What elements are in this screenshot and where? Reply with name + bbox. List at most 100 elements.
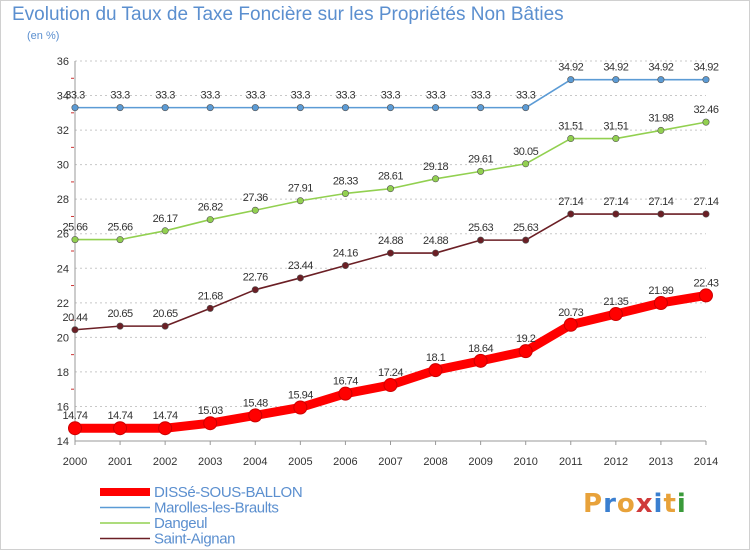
data-point xyxy=(296,197,304,205)
data-label: 31.51 xyxy=(558,121,583,133)
data-label: 15.48 xyxy=(243,397,268,409)
data-label: 33.3 xyxy=(426,90,446,102)
data-label: 31.51 xyxy=(603,121,628,133)
data-labels: 14.74 14.74 14.74 15.03 15.48 15.94 16.74 17.24… xyxy=(62,62,719,423)
x-tick-label: 2000 xyxy=(63,456,87,468)
data-label: 27.14 xyxy=(648,196,673,208)
data-point xyxy=(206,304,214,312)
data-label: 33.3 xyxy=(336,90,356,102)
y-tick-label: 26 xyxy=(57,229,69,241)
axes xyxy=(71,61,707,445)
y-tick-label: 32 xyxy=(57,125,69,137)
data-label: 14.74 xyxy=(62,410,87,422)
data-label: 20.73 xyxy=(558,307,583,319)
data-label: 21.99 xyxy=(648,285,673,297)
logo-letter: r xyxy=(603,489,617,519)
data-point xyxy=(477,167,485,175)
y-tick-label: 34 xyxy=(57,91,69,103)
x-tick-label: 2006 xyxy=(333,456,357,468)
logo-letter: i xyxy=(653,489,664,519)
data-label: 24.88 xyxy=(423,235,448,247)
data-label: 33.3 xyxy=(471,90,491,102)
x-tick-label: 2005 xyxy=(288,456,312,468)
data-label: 20.65 xyxy=(153,308,178,320)
data-point xyxy=(158,421,173,436)
data-label: 16.74 xyxy=(333,376,358,388)
y-tick-label: 28 xyxy=(57,194,69,206)
data-point xyxy=(296,274,304,282)
data-point xyxy=(473,353,488,368)
x-tick-label: 2011 xyxy=(559,456,583,468)
series-group xyxy=(68,76,713,436)
data-label: 33.3 xyxy=(246,90,266,102)
data-label: 29.61 xyxy=(468,153,493,165)
y-tick-label: 22 xyxy=(57,298,69,310)
data-point xyxy=(251,206,259,214)
data-point xyxy=(608,307,623,322)
data-point xyxy=(341,262,349,270)
data-label: 25.63 xyxy=(513,222,538,234)
data-label: 33.3 xyxy=(381,90,401,102)
data-point xyxy=(386,185,394,193)
data-point xyxy=(567,210,575,218)
data-label: 23.44 xyxy=(288,260,313,272)
logo-letter: o xyxy=(616,489,636,519)
chart-subtitle: (en %) xyxy=(27,30,60,42)
data-point xyxy=(113,421,128,436)
data-point xyxy=(71,104,79,112)
y-axis-ticks: 14 16 18 20 22 24 26 28 30 32 34 36 xyxy=(57,56,69,448)
data-point xyxy=(432,249,440,257)
data-label: 14.74 xyxy=(108,410,133,422)
data-point xyxy=(612,76,620,84)
data-point xyxy=(522,160,530,168)
legend-label-1: Marolles-les-Braults xyxy=(154,500,279,517)
data-label: 25.66 xyxy=(108,222,133,234)
x-tick-label: 2012 xyxy=(604,456,628,468)
data-label: 21.68 xyxy=(198,290,223,302)
logo-letter: P xyxy=(583,489,604,519)
data-label: 34.92 xyxy=(603,62,628,74)
data-point xyxy=(68,421,82,436)
x-tick-label: 2010 xyxy=(513,456,537,468)
x-tick-label: 2002 xyxy=(153,456,177,468)
data-label: 20.65 xyxy=(108,308,133,320)
x-tick-label: 2008 xyxy=(423,456,447,468)
data-label: 29.18 xyxy=(423,161,448,173)
data-label: 24.16 xyxy=(333,248,358,260)
data-label: 27.14 xyxy=(603,196,628,208)
data-label: 32.46 xyxy=(693,104,718,116)
y-tick-label: 16 xyxy=(57,401,69,413)
data-point xyxy=(161,322,169,330)
logo-letter: i xyxy=(676,489,687,519)
data-point xyxy=(702,118,710,126)
data-label: 14.74 xyxy=(153,410,178,422)
data-point xyxy=(428,363,443,378)
data-point xyxy=(612,210,620,218)
logo-letter: t xyxy=(663,489,677,519)
data-label: 33.3 xyxy=(291,90,311,102)
y-tick-label: 14 xyxy=(57,436,69,448)
data-label: 17.24 xyxy=(378,367,403,379)
legend: DISSé-SOUS-BALLONMarolles-les-BraultsDan… xyxy=(100,484,303,548)
data-label: 15.03 xyxy=(198,405,223,417)
data-point xyxy=(432,104,440,112)
data-label: 28.61 xyxy=(378,171,403,183)
data-label: 34.92 xyxy=(648,62,673,74)
data-label: 33.3 xyxy=(155,90,175,102)
data-point xyxy=(477,236,485,244)
data-label: 27.91 xyxy=(288,183,313,195)
data-point xyxy=(206,216,214,224)
y-tick-label: 20 xyxy=(57,332,69,344)
data-label: 34.92 xyxy=(558,62,583,74)
logo-letter: x xyxy=(635,489,654,519)
data-label: 31.98 xyxy=(648,112,673,124)
data-point xyxy=(702,76,710,84)
data-label: 18.64 xyxy=(468,343,493,355)
data-label: 25.66 xyxy=(62,222,87,234)
data-point xyxy=(383,378,398,393)
data-point xyxy=(702,210,710,218)
data-point xyxy=(386,104,394,112)
data-point xyxy=(563,317,578,332)
data-point xyxy=(248,408,263,423)
y-tick-label: 30 xyxy=(57,160,69,172)
